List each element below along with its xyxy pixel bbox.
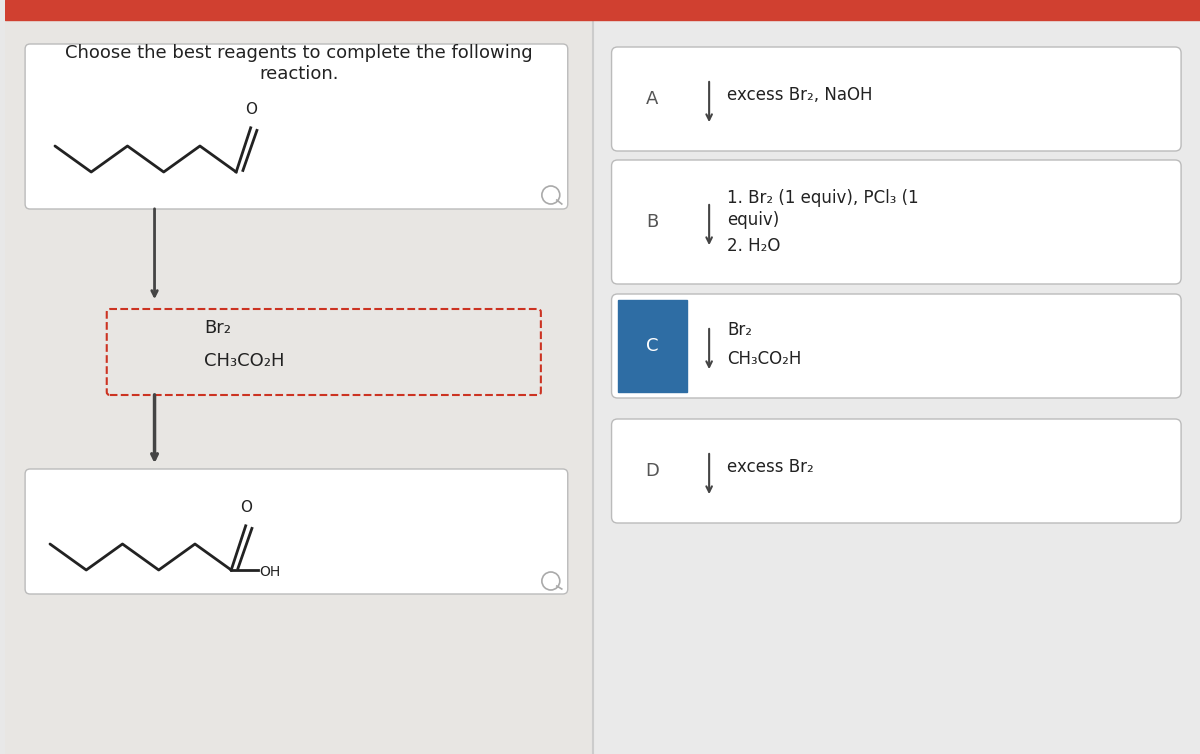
FancyBboxPatch shape [612,47,1181,151]
Text: A: A [646,90,659,108]
Text: CH₃CO₂H: CH₃CO₂H [727,350,802,368]
Text: O: O [240,501,252,516]
Text: equiv): equiv) [727,211,779,229]
Text: OH: OH [259,565,281,579]
Bar [5,0,1200,20]
Text: 1. Br₂ (1 equiv), PCl₃ (1: 1. Br₂ (1 equiv), PCl₃ (1 [727,189,919,207]
Text: C: C [646,337,659,355]
Text: excess Br₂, NaOH: excess Br₂, NaOH [727,86,872,104]
FancyBboxPatch shape [612,419,1181,523]
Text: D: D [646,462,659,480]
Text: 2. H₂O: 2. H₂O [727,237,780,255]
Text: B: B [647,213,659,231]
Bar [618,300,688,392]
Text: Choose the best reagents to complete the following
reaction.: Choose the best reagents to complete the… [65,44,533,83]
Text: CH₃CO₂H: CH₃CO₂H [204,352,284,370]
Bar [593,20,1200,754]
Bar [5,20,593,754]
Text: O: O [245,103,257,118]
FancyBboxPatch shape [25,44,568,209]
Text: Br₂: Br₂ [204,319,232,337]
FancyBboxPatch shape [25,469,568,594]
Text: Br₂: Br₂ [727,321,752,339]
Text: excess Br₂: excess Br₂ [727,458,814,476]
FancyBboxPatch shape [612,160,1181,284]
FancyBboxPatch shape [612,294,1181,398]
